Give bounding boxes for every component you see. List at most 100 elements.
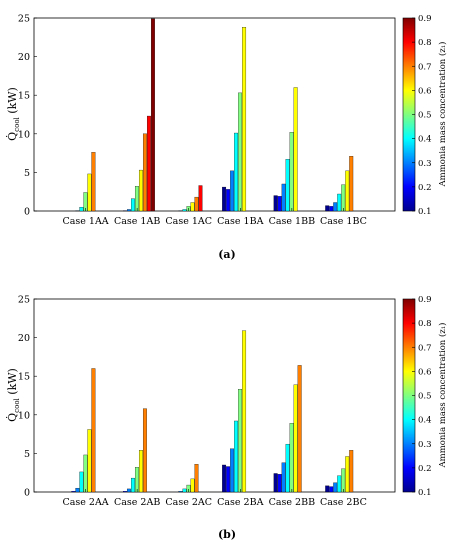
x-tick-label: Case 1AA (62, 216, 108, 227)
x-tick-label: Case 2AA (62, 497, 108, 508)
x-tick-label: Case 2AB (114, 497, 160, 508)
colorbar-tick-label: 0.2 (418, 183, 432, 193)
panel-label-a: (a) (218, 248, 236, 261)
x-tick-label: Case 2BC (320, 497, 367, 508)
bar (329, 206, 334, 212)
bar (333, 482, 338, 493)
bar (194, 196, 199, 212)
bar (222, 186, 227, 212)
x-axis-tick-labels: Case 1AA Case 1AB Case 1AC Case 1BA Case 1BB… (62, 208, 367, 227)
bar (345, 456, 350, 493)
bar (277, 196, 282, 212)
colorbar: 0.1 0.2 0.3 0.4 0.5 0.6 0.7 0.8 0.9 Ammonia mass… (402, 295, 448, 498)
bar (87, 429, 92, 493)
bar (130, 477, 135, 493)
bar (341, 468, 346, 493)
bar (190, 202, 195, 212)
bar (277, 474, 282, 493)
x-axis-tick-labels: Case 2AA Case 2AB Case 2AC Case 2BA Case 2BB… (62, 489, 367, 508)
colorbar-tick-label: 0.8 (418, 319, 432, 329)
bar (281, 183, 286, 212)
colorbar-label: Ammonia mass concentration (z₁) (437, 41, 448, 187)
bar (142, 408, 147, 493)
chart-panel-a: 0 5 10 15 20 25 Case 1AA Case 1AB Case 1AC Case … (6, 14, 448, 262)
bar (349, 450, 354, 493)
bar (226, 466, 231, 493)
colorbar-tick-label: 0.5 (418, 392, 432, 402)
bar (281, 462, 286, 493)
bar (238, 92, 243, 212)
bar (349, 156, 354, 212)
bar (226, 189, 231, 212)
colorbar-tick-label: 0.6 (418, 86, 432, 96)
bar (122, 491, 127, 493)
bar (142, 133, 147, 212)
y-axis-label: Q̇cool (kW) (6, 87, 21, 141)
bar (234, 132, 239, 212)
x-tick-label: Case 1AB (114, 216, 160, 227)
x-tick-label: Case 1BB (269, 216, 315, 227)
bar (289, 423, 294, 493)
x-tick-label: Case 2BB (269, 497, 315, 508)
bar (83, 454, 88, 493)
y-tick-label: 0 (24, 207, 30, 218)
bar (198, 185, 203, 212)
bar (337, 475, 342, 493)
bar (230, 170, 235, 212)
colorbar-tick-label: 0.7 (418, 343, 432, 353)
bar (178, 491, 183, 493)
y-tick-label: 5 (24, 168, 30, 179)
colorbar-tick-label: 0.4 (418, 416, 432, 426)
bar (234, 420, 239, 493)
bar (134, 186, 139, 212)
bar (91, 152, 96, 212)
panel-label-b: (b) (218, 528, 236, 541)
bar (87, 173, 92, 212)
colorbar-tick-label: 0.9 (418, 295, 432, 305)
colorbar-tick-label: 0.3 (418, 159, 432, 169)
colorbar-tick-label: 0.4 (418, 135, 432, 145)
y-tick-label: 15 (18, 91, 30, 102)
y-axis-label: Q̇cool (kW) (6, 368, 21, 422)
y-tick-label: 20 (18, 333, 30, 344)
x-tick-label: Case 2AC (165, 497, 212, 508)
bar (325, 205, 330, 212)
colorbar-tick-label: 0.7 (418, 62, 432, 72)
colorbar: 0.1 0.2 0.3 0.4 0.5 0.6 0.7 0.8 0.9 Ammonia mass… (402, 14, 448, 217)
y-axis-ticks: 0 5 10 15 20 25 (18, 295, 37, 499)
bar (329, 486, 334, 493)
bar (289, 132, 294, 212)
bar (293, 384, 298, 493)
bar (71, 491, 76, 493)
x-tick-label: Case 1AC (165, 216, 212, 227)
y-tick-label: 25 (18, 295, 30, 306)
bar (182, 488, 187, 493)
colorbar-tick-label: 0.2 (418, 464, 432, 474)
bar (222, 464, 227, 493)
bar (130, 198, 135, 212)
bar (345, 170, 350, 212)
bar (91, 368, 96, 493)
y-tick-label: 20 (18, 52, 30, 63)
bar (230, 448, 235, 493)
bar (297, 365, 302, 493)
bar (337, 193, 342, 212)
bar (75, 487, 80, 493)
y-tick-label: 5 (24, 449, 30, 460)
bar (126, 209, 131, 212)
colorbar-tick-label: 0.6 (418, 367, 432, 377)
bar (138, 169, 143, 212)
colorbar-tick-label: 0.1 (418, 488, 432, 498)
y-axis-ticks: 0 5 10 15 20 25 (18, 14, 37, 218)
y-tick-label: 10 (18, 129, 30, 140)
bar (325, 485, 330, 493)
bar (126, 488, 131, 493)
bar (79, 206, 84, 212)
y-tick-label: 25 (18, 14, 30, 25)
bar (242, 27, 247, 212)
x-tick-label: Case 1BC (320, 216, 367, 227)
bar (333, 202, 338, 212)
colorbar-tick-label: 0.1 (418, 207, 432, 217)
